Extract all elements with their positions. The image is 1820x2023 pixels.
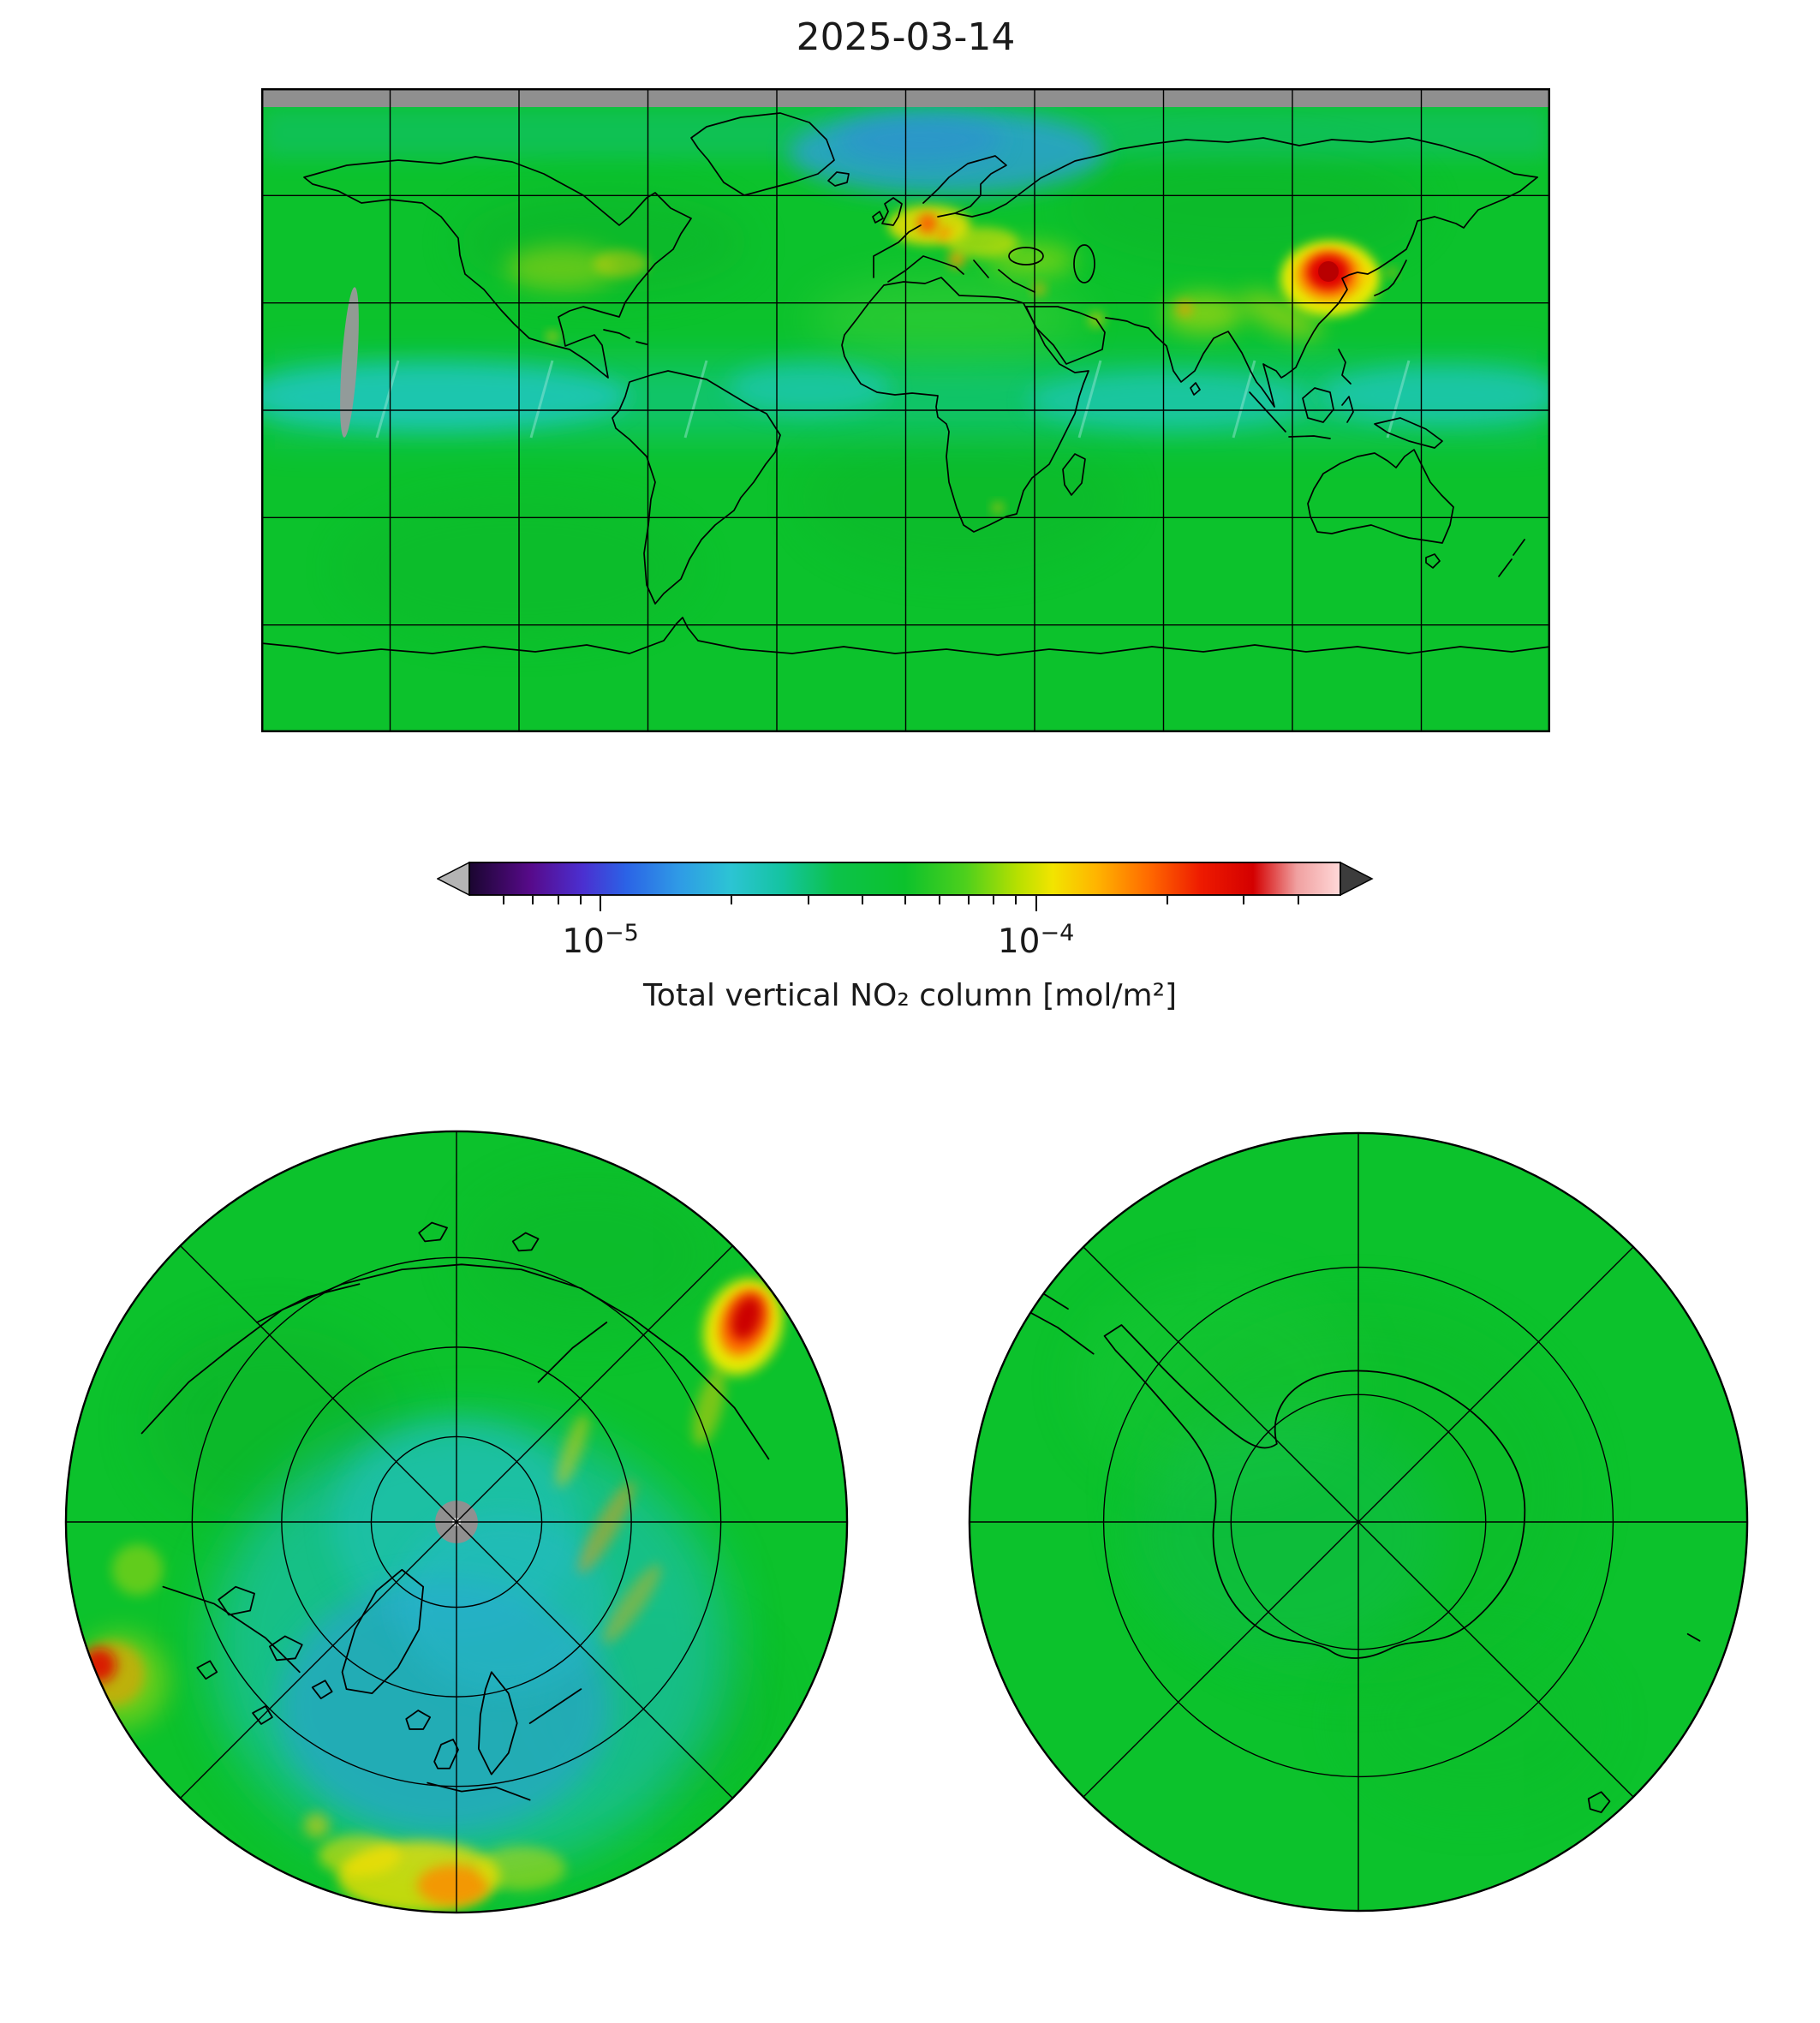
- south-polar-border: [968, 1131, 1749, 1913]
- colorbar-minor-tick: [579, 896, 582, 904]
- colorbar-major-tick: [600, 896, 602, 911]
- colorbar-major-tick: [1035, 896, 1037, 911]
- colorbar-axis: 10−5 10−4: [469, 896, 1340, 999]
- global-map: [261, 88, 1550, 732]
- colorbar-tick-label: 10−4: [997, 920, 1075, 961]
- colorbar-minor-tick: [532, 896, 534, 904]
- colorbar-minor-tick: [1243, 896, 1245, 904]
- colorbar-minor-tick: [557, 896, 559, 904]
- no-data-orbit-sliver: [340, 287, 359, 438]
- south-polar-canvas: [968, 1131, 1749, 1913]
- colorbar-label: Total vertical NO₂ column [mol/m²]: [642, 978, 1178, 1013]
- figure-title: 2025-03-14: [796, 15, 1016, 59]
- colorbar-minor-tick: [904, 896, 906, 904]
- orbit-gap-streaks: [375, 360, 1411, 439]
- north-polar-gridlines: [65, 1131, 848, 1913]
- colorbar-tick-label: 10−5: [562, 920, 639, 961]
- colorbar-minor-tick: [862, 896, 864, 904]
- colorbar-minor-tick: [807, 896, 809, 904]
- colorbar-minor-tick: [731, 896, 733, 904]
- south-polar-map: [964, 1128, 1752, 1916]
- global-gridlines: [261, 88, 1550, 732]
- colorbar-minor-tick: [1297, 896, 1299, 904]
- colorbar-minor-tick: [1166, 896, 1168, 904]
- north-polar-canvas: [64, 1130, 849, 1914]
- colorbar-under-arrow: [437, 862, 470, 897]
- arctic-low-band: [788, 110, 1105, 195]
- colorbar-minor-tick: [993, 896, 995, 904]
- north-polar-map: [61, 1126, 852, 1918]
- global-map-border: [261, 88, 1550, 732]
- colorbar-minor-tick: [938, 896, 940, 904]
- global-map-canvas: [261, 88, 1550, 732]
- coastlines: [261, 112, 1550, 656]
- colorbar-minor-tick: [503, 896, 505, 904]
- south-polar-gridlines: [969, 1132, 1748, 1912]
- colorbar-over-arrow: [1340, 862, 1374, 897]
- colorbar-minor-tick: [967, 896, 970, 904]
- north-polar-border: [64, 1130, 849, 1914]
- colorbar-minor-tick: [1015, 896, 1017, 904]
- north-polar-hotspots: [73, 1278, 784, 1913]
- north-polar-coastlines: [140, 1221, 770, 1801]
- arctic-ocean-low-values: [210, 1420, 731, 1873]
- colorbar: [437, 862, 1374, 897]
- colorbar-gradient: [468, 862, 1341, 896]
